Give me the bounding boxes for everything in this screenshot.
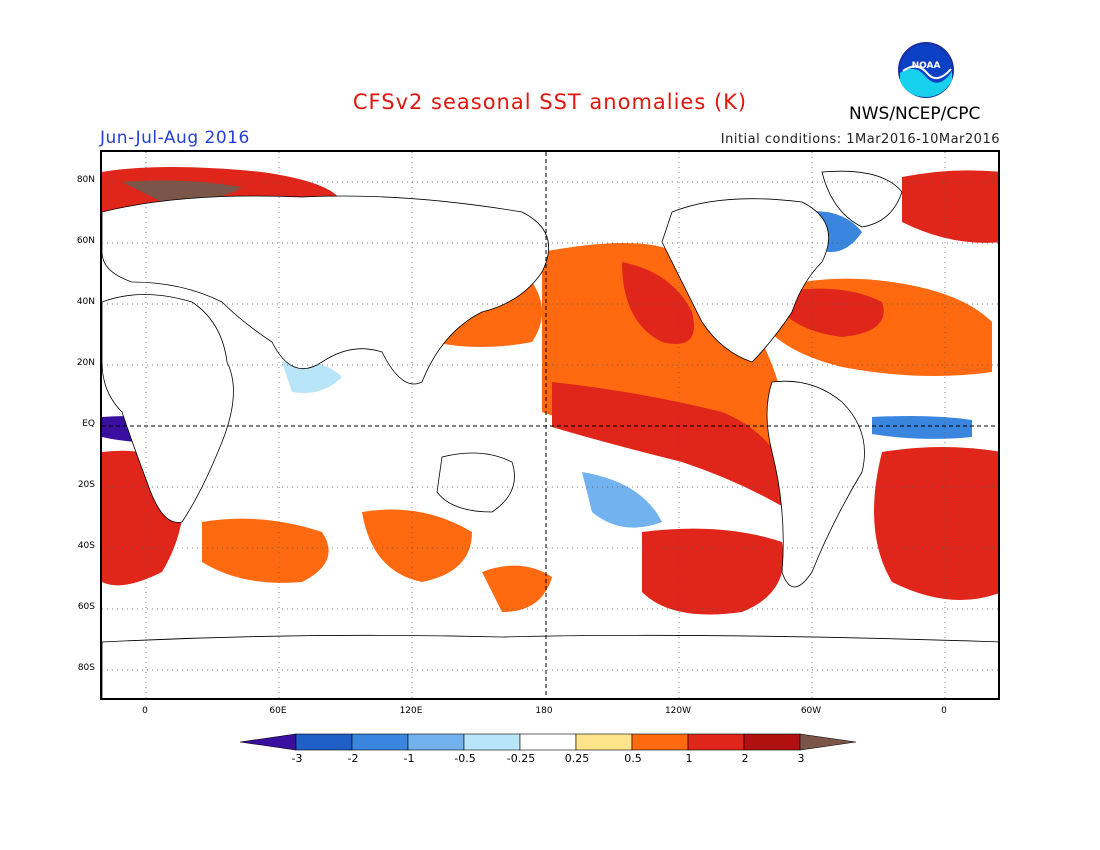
colorbar-label: 1 bbox=[685, 752, 693, 765]
colorbar-label: -2 bbox=[347, 752, 359, 765]
graticule bbox=[102, 152, 998, 698]
colorbar-label: 2 bbox=[741, 752, 749, 765]
colorbar-swatch bbox=[407, 733, 465, 751]
colorbar-label: -0.5 bbox=[454, 752, 476, 765]
anomaly-southern-ocean-warm-2 bbox=[362, 509, 472, 582]
colorbar-label: 0.25 bbox=[564, 752, 590, 765]
anomaly-sw-pacific-cold bbox=[582, 472, 662, 528]
colorbar-swatch bbox=[295, 733, 353, 751]
anomaly-ne-pacific-strong bbox=[622, 262, 694, 344]
anomaly-gulf-stream-strong bbox=[782, 288, 884, 337]
map-title: CFSv2 seasonal SST anomalies (K) bbox=[352, 90, 748, 114]
colorbar-label: -0.25 bbox=[506, 752, 536, 765]
continent-australia bbox=[436, 452, 515, 513]
lat-label: EQ bbox=[82, 419, 95, 429]
colorbar-swatch bbox=[519, 733, 577, 751]
noaa-logo: NOAA bbox=[898, 42, 954, 98]
colorbar-swatch bbox=[743, 733, 801, 751]
anomaly-equatorial-atlantic-cold bbox=[872, 416, 972, 439]
colorbar-swatch bbox=[351, 733, 409, 751]
colorbar-swatch bbox=[575, 733, 633, 751]
lon-label: 0 bbox=[142, 706, 148, 716]
lat-label: 80N bbox=[76, 175, 95, 185]
anomaly-arctic-warm-east bbox=[902, 170, 998, 243]
anomaly-south-atlantic-warm bbox=[874, 447, 998, 600]
colorbar-swatch bbox=[463, 733, 521, 751]
lat-label: 60S bbox=[77, 602, 95, 612]
initial-conditions-label: Initial conditions: 1Mar2016-10Mar2016 bbox=[720, 132, 1000, 147]
colorbar-swatch bbox=[687, 733, 745, 751]
anomaly-arctic-extreme bbox=[122, 180, 242, 202]
colorbar bbox=[240, 733, 857, 751]
colorbar-swatch bbox=[799, 733, 857, 751]
organization-label: NWS/NCEP/CPC bbox=[849, 104, 981, 124]
colorbar-label: -3 bbox=[291, 752, 303, 765]
lon-label: 180 bbox=[535, 706, 553, 716]
lat-label: 60N bbox=[76, 236, 95, 246]
continent-africa bbox=[102, 294, 234, 523]
colorbar-label: 3 bbox=[797, 752, 805, 765]
continent-greenland bbox=[821, 170, 903, 228]
logo-text: NOAA bbox=[912, 61, 941, 71]
continent-antarctica bbox=[102, 634, 998, 698]
lon-label: 0 bbox=[941, 706, 947, 716]
lat-label: 20S bbox=[77, 480, 95, 490]
lon-label: 60W bbox=[800, 706, 822, 716]
season-label: Jun-Jul-Aug 2016 bbox=[100, 128, 250, 148]
lon-label: 120W bbox=[664, 706, 692, 716]
anomaly-southern-ocean-warm-1 bbox=[202, 518, 329, 583]
anomaly-equatorial-pacific-strong bbox=[552, 382, 792, 512]
lat-label: 40S bbox=[77, 541, 95, 551]
sst-anomaly-map bbox=[100, 150, 1000, 700]
colorbar-swatch bbox=[631, 733, 689, 751]
colorbar-label: 0.5 bbox=[624, 752, 642, 765]
lon-label: 60E bbox=[269, 706, 287, 716]
equator-dateline bbox=[102, 152, 998, 698]
anomaly-indian-ocean-cool bbox=[282, 361, 342, 393]
continent-north-america bbox=[661, 198, 830, 363]
colorbar-label: -1 bbox=[403, 752, 415, 765]
colorbar-swatch bbox=[240, 733, 297, 751]
anomaly-southern-ocean-warm-3 bbox=[642, 528, 784, 615]
lat-label: 80S bbox=[77, 663, 95, 673]
lon-label: 120E bbox=[399, 706, 423, 716]
lat-label: 40N bbox=[76, 297, 95, 307]
anomaly-tasman-warm bbox=[482, 565, 552, 612]
lat-label: 20N bbox=[76, 358, 95, 368]
map-canvas bbox=[102, 152, 998, 698]
